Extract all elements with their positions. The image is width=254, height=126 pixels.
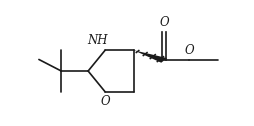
Text: O: O: [159, 16, 169, 29]
Text: O: O: [184, 44, 194, 57]
Text: O: O: [100, 95, 110, 108]
Polygon shape: [134, 50, 167, 63]
Text: NH: NH: [87, 34, 107, 47]
